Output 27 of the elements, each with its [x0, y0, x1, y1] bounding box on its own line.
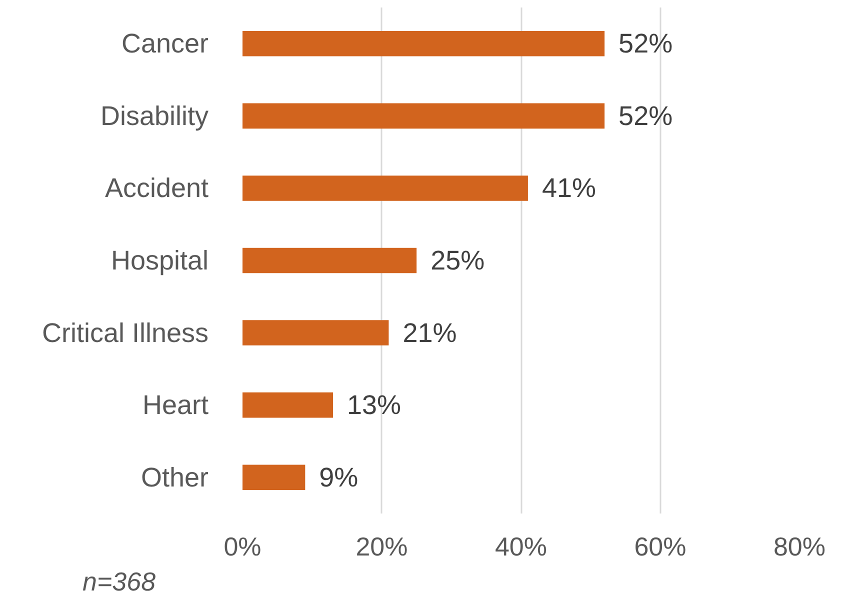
y-tick-label: Critical Illness: [42, 318, 209, 348]
y-tick-label: Other: [140, 462, 209, 492]
y-tick-label: Heart: [142, 390, 209, 420]
y-tick-label: Accident: [104, 173, 209, 204]
data-label: 52%: [618, 28, 673, 59]
x-tick-label: 80%: [773, 532, 826, 562]
data-label: 41%: [542, 173, 596, 204]
bar: [242, 392, 334, 418]
data-label: 13%: [347, 390, 402, 420]
bar: [242, 464, 306, 490]
y-tick-label: Hospital: [110, 246, 208, 276]
bar: [242, 320, 389, 346]
bar: [242, 30, 605, 56]
x-tick-label: 20%: [356, 532, 408, 562]
data-label: 25%: [430, 246, 485, 276]
data-label: 52%: [618, 100, 673, 131]
data-label: 9%: [319, 462, 358, 492]
y-tick-label: Disability: [100, 100, 209, 131]
x-tick-label: 40%: [494, 532, 548, 562]
bar: [242, 103, 605, 129]
bar: [242, 248, 417, 274]
x-tick-label: 60%: [634, 532, 686, 562]
y-tick-label: Cancer: [121, 28, 209, 59]
data-label: 21%: [402, 318, 457, 348]
bar: [242, 176, 528, 201]
text: n=368: [82, 566, 156, 596]
x-tick-label: 0%: [224, 532, 262, 562]
